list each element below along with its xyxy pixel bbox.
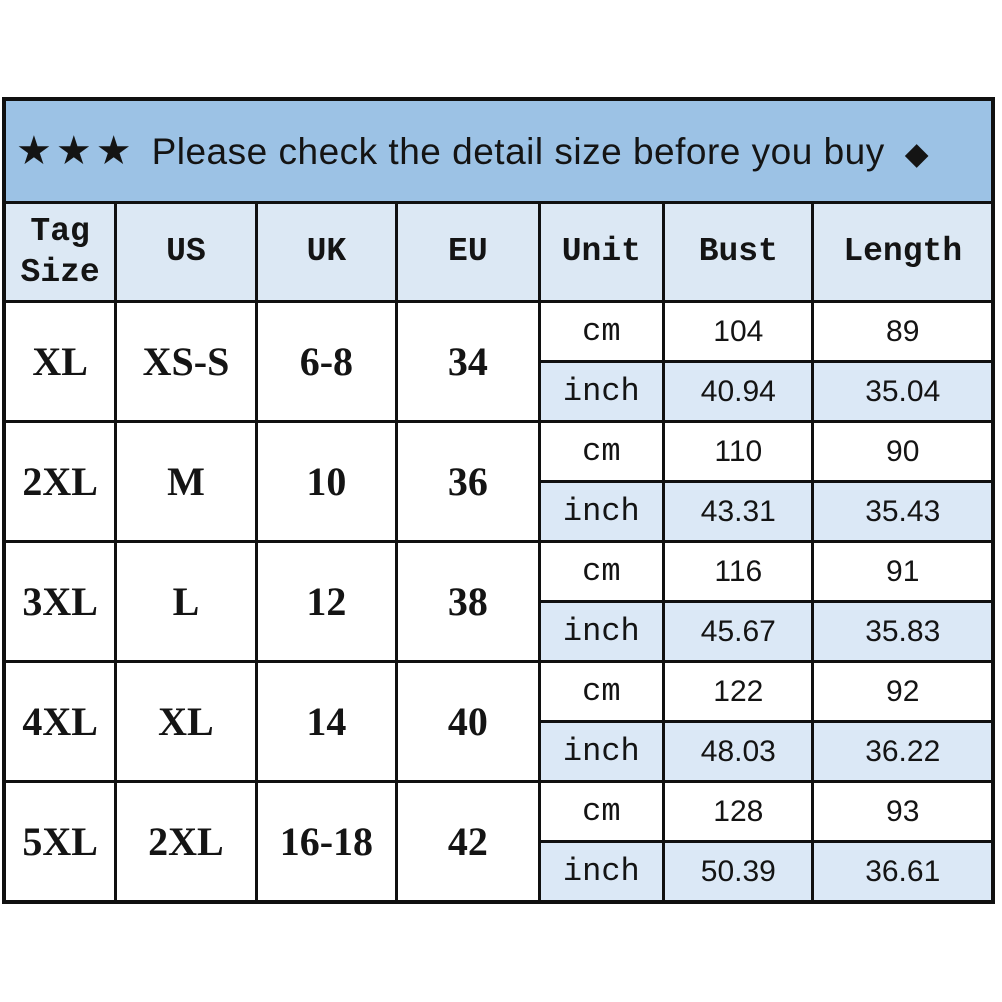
length-cm-value: 92 [811, 660, 995, 723]
uk-size-value: 10 [254, 420, 399, 543]
uk-size-value: 6-8 [254, 300, 399, 423]
banner-text: Please check the detail size before you … [151, 131, 885, 172]
size-chart-table: ★★★ Please check the detail size before y… [2, 97, 995, 904]
notice-banner: ★★★ Please check the detail size before y… [2, 97, 995, 204]
table-row: 4XL XL 14 40 cm 122 92 [2, 660, 995, 783]
length-cm-value: 90 [811, 420, 995, 483]
table-row: 5XL 2XL 16-18 42 cm 128 93 [2, 780, 995, 904]
length-inch-value: 35.43 [811, 480, 995, 543]
tag-size-value: 5XL [2, 780, 118, 904]
tag-size-value: 3XL [2, 540, 118, 663]
header-cell-bust: Bust [662, 201, 815, 303]
header-cell-eu: EU [395, 201, 541, 303]
us-size-value: XS-S [114, 300, 258, 423]
bust-inch-value: 40.94 [662, 360, 815, 423]
unit-label-inch: inch [537, 840, 666, 904]
uk-size-value: 14 [254, 660, 399, 783]
eu-size-value: 34 [395, 300, 541, 423]
length-cm-value: 91 [811, 540, 995, 603]
table-row: inch 40.94 35.04 [4, 360, 995, 423]
unit-label-cm: cm [537, 780, 666, 843]
us-size-value: 2XL [114, 780, 258, 904]
eu-size-value: 38 [395, 540, 541, 663]
us-size-value: XL [114, 660, 258, 783]
bust-cm-value: 116 [662, 540, 815, 603]
bust-inch-value: 50.39 [662, 840, 815, 904]
uk-size-value: 16-18 [254, 780, 399, 904]
bust-cm-value: 110 [662, 420, 815, 483]
notice-banner-cell: ★★★ Please check the detail size before y… [2, 97, 995, 204]
length-inch-value: 36.61 [811, 840, 995, 904]
header-cell-tag-size: Tag Size [2, 201, 118, 303]
unit-label-cm: cm [537, 540, 666, 603]
bust-cm-value: 122 [662, 660, 815, 723]
header-cell-length: Length [811, 201, 995, 303]
length-inch-value: 35.83 [811, 600, 995, 663]
table-row: inch 50.39 36.61 [4, 840, 995, 904]
bust-inch-value: 43.31 [662, 480, 815, 543]
tag-size-value: 2XL [2, 420, 118, 543]
header-cell-unit: Unit [537, 201, 666, 303]
table-row: inch 43.31 35.43 [4, 480, 995, 543]
us-size-value: M [114, 420, 258, 543]
unit-label-cm: cm [537, 300, 666, 363]
table-row: 3XL L 12 38 cm 116 91 [2, 540, 995, 663]
us-size-value: L [114, 540, 258, 663]
unit-label-inch: inch [537, 720, 666, 783]
eu-size-value: 40 [395, 660, 541, 783]
header-cell-us: US [114, 201, 258, 303]
bust-inch-value: 48.03 [662, 720, 815, 783]
table-header-row: Tag Size US UK EU Unit Bust Length [2, 201, 995, 303]
stars-icon: ★★★ [16, 129, 136, 173]
unit-label-cm: cm [537, 660, 666, 723]
eu-size-value: 42 [395, 780, 541, 904]
header-cell-uk: UK [254, 201, 399, 303]
bust-cm-value: 104 [662, 300, 815, 363]
uk-size-value: 12 [254, 540, 399, 663]
unit-label-inch: inch [537, 480, 666, 543]
length-cm-value: 89 [811, 300, 995, 363]
bust-inch-value: 45.67 [662, 600, 815, 663]
bust-cm-value: 128 [662, 780, 815, 843]
tag-size-value: XL [2, 300, 118, 423]
diamond-icon: ◆ [904, 136, 930, 171]
unit-label-inch: inch [537, 360, 666, 423]
table-row: XL XS-S 6-8 34 cm 104 89 [2, 300, 995, 423]
eu-size-value: 36 [395, 420, 541, 543]
table-row: 2XL M 10 36 cm 110 90 [2, 420, 995, 543]
tag-size-value: 4XL [2, 660, 118, 783]
table-row: inch 48.03 36.22 [4, 720, 995, 783]
length-cm-value: 93 [811, 780, 995, 843]
size-chart: ★★★ Please check the detail size before y… [2, 97, 995, 904]
length-inch-value: 35.04 [811, 360, 995, 423]
unit-label-inch: inch [537, 600, 666, 663]
table-row: inch 45.67 35.83 [4, 600, 995, 663]
length-inch-value: 36.22 [811, 720, 995, 783]
unit-label-cm: cm [537, 420, 666, 483]
